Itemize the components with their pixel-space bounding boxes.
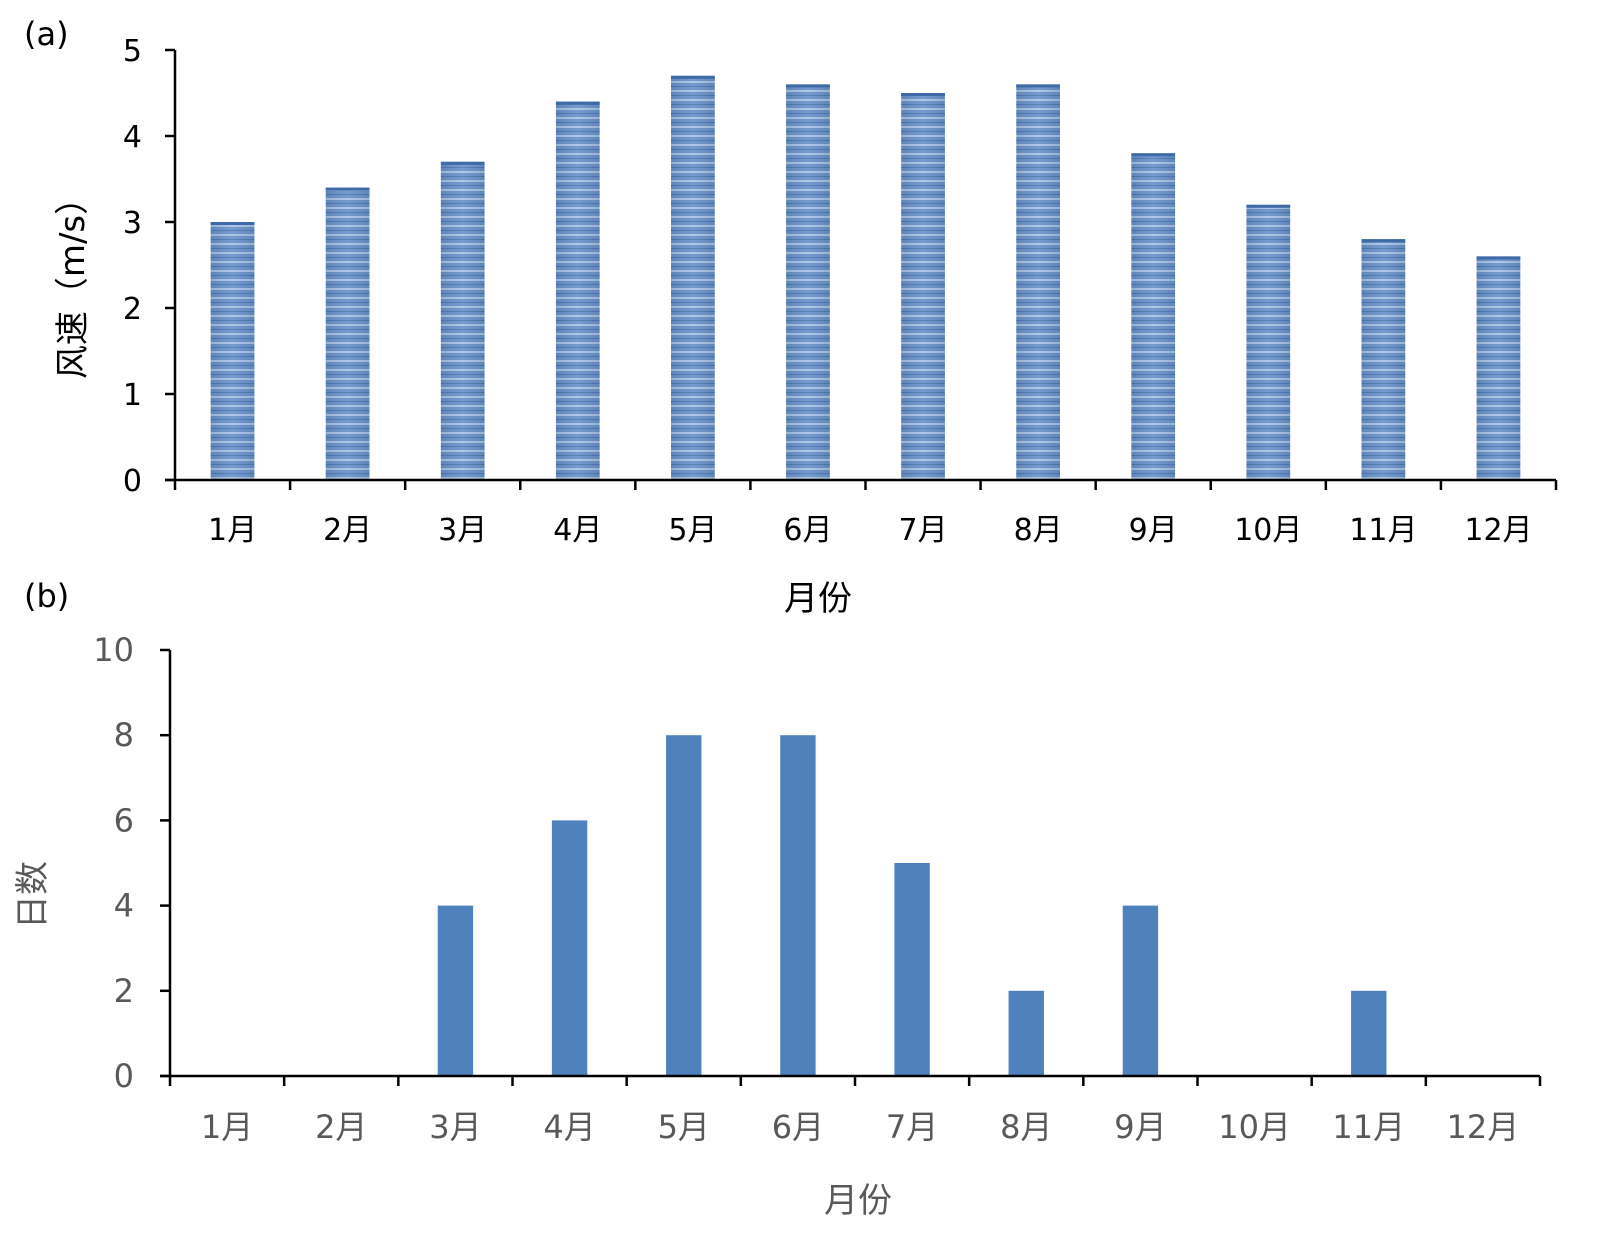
y-tick-label-b-2: 4 [114,887,134,925]
x-tick-label-a-4: 4月 [553,513,602,548]
bars-group-b [437,735,1387,1076]
bar-cap-a-9 [1131,153,1176,157]
bar-b-5 [666,735,702,1076]
bar-shade-a-5 [671,75,715,481]
bar-shade-a-9 [1131,153,1176,480]
bar-cap-a-5 [671,75,715,79]
y-tick-label-a-4: 4 [123,120,142,155]
axes-b [160,648,1542,1086]
y-tick-labels-b: 0 2 4 6 8 10 [93,631,134,1095]
x-tick-label-b-6: 6月 [772,1108,824,1146]
x-tick-label-b-2: 2月 [315,1108,367,1146]
x-tick-label-a-6: 6月 [783,513,832,548]
x-tick-label-b-1: 1月 [201,1108,253,1146]
y-axis-title-a: 风速（m/s） [53,181,93,379]
x-tick-label-a-8: 8月 [1014,513,1063,548]
bar-cap-a-12 [1476,256,1521,260]
bar-b-3 [437,905,474,1076]
x-tick-label-b-4: 4月 [543,1108,595,1146]
y-tick-label-b-3: 6 [114,801,134,839]
x-tick-labels-a: 1月 2月 3月 4月 5月 6月 7月 8月 9月 10月 11月 12月 [208,513,1533,548]
axes-a [165,48,1558,490]
x-tick-label-a-1: 1月 [208,513,257,548]
x-tick-label-a-2: 2月 [323,513,372,548]
bars-group-a [210,75,1521,481]
y-tick-label-a-0: 0 [123,464,142,499]
bar-b-9 [1122,905,1159,1076]
bar-cap-a-6 [786,84,830,88]
x-tick-label-a-10: 10月 [1234,513,1302,548]
panel-label-b: (b) [24,577,69,615]
y-tick-label-b-5: 10 [93,631,134,669]
bar-shade-a-7 [901,93,945,480]
x-tick-labels-b: 1月 2月 3月 4月 5月 6月 7月 8月 9月 10月 11月 12月 [201,1108,1519,1146]
x-tick-label-b-5: 5月 [658,1108,710,1146]
bar-shade-a-6 [786,84,830,481]
x-tick-label-a-5: 5月 [668,513,717,548]
x-tick-label-b-12: 12月 [1447,1108,1520,1146]
bar-cap-a-10 [1246,204,1291,208]
bar-shade-a-3 [440,161,485,481]
bar-cap-a-8 [1016,84,1060,88]
bar-b-7 [894,863,930,1076]
bar-shade-a-11 [1361,239,1406,480]
x-tick-label-a-11: 11月 [1349,513,1417,548]
y-tick-labels-a: 0 1 2 3 4 5 [123,34,142,499]
bar-shade-a-8 [1016,84,1060,481]
bar-cap-a-7 [901,93,945,96]
y-axis-title-b: 日数 [13,861,53,929]
panel-label-a: (a) [24,15,69,53]
y-tick-label-a-1: 1 [123,378,142,413]
y-tick-label-a-2: 2 [123,292,142,327]
y-tick-label-b-0: 0 [114,1057,134,1095]
x-axis-title-b: 月份 [824,1181,892,1221]
x-axis-title-a: 月份 [784,579,852,619]
y-tick-label-b-1: 2 [114,972,134,1010]
bar-cap-a-4 [555,101,600,105]
x-tick-label-b-10: 10月 [1218,1108,1291,1146]
bar-cap-a-1 [210,222,255,225]
y-tick-label-b-4: 8 [114,716,134,754]
chart-panel-a: (a) 0 1 2 3 4 5 1月 2月 3月 4月 5月 6月 7月 8月 9月 10月 11月 12月 风… [24,15,1558,619]
y-tick-label-a-3: 3 [123,206,142,241]
bar-b-6 [780,735,816,1076]
bar-cap-a-3 [440,161,485,165]
bar-b-4 [551,820,588,1076]
bar-shade-a-4 [555,101,600,480]
bar-b-8 [1008,990,1044,1076]
bar-cap-a-2 [325,187,370,191]
bar-shade-a-1 [210,222,255,480]
bar-cap-a-11 [1361,239,1406,243]
x-tick-label-a-12: 12月 [1464,513,1532,548]
bar-shade-a-2 [325,187,370,480]
x-tick-label-b-8: 8月 [1000,1108,1052,1146]
bar-shade-a-10 [1246,204,1291,481]
x-tick-label-a-3: 3月 [438,513,487,548]
x-tick-label-a-9: 9月 [1129,513,1178,548]
x-tick-label-b-7: 7月 [886,1108,938,1146]
y-tick-label-a-5: 5 [123,34,142,69]
x-tick-label-a-7: 7月 [898,513,947,548]
x-tick-label-b-9: 9月 [1114,1108,1166,1146]
x-tick-label-b-3: 3月 [429,1108,481,1146]
x-tick-label-b-11: 11月 [1332,1108,1405,1146]
bar-shade-a-12 [1476,256,1521,480]
bar-b-11 [1351,990,1387,1076]
